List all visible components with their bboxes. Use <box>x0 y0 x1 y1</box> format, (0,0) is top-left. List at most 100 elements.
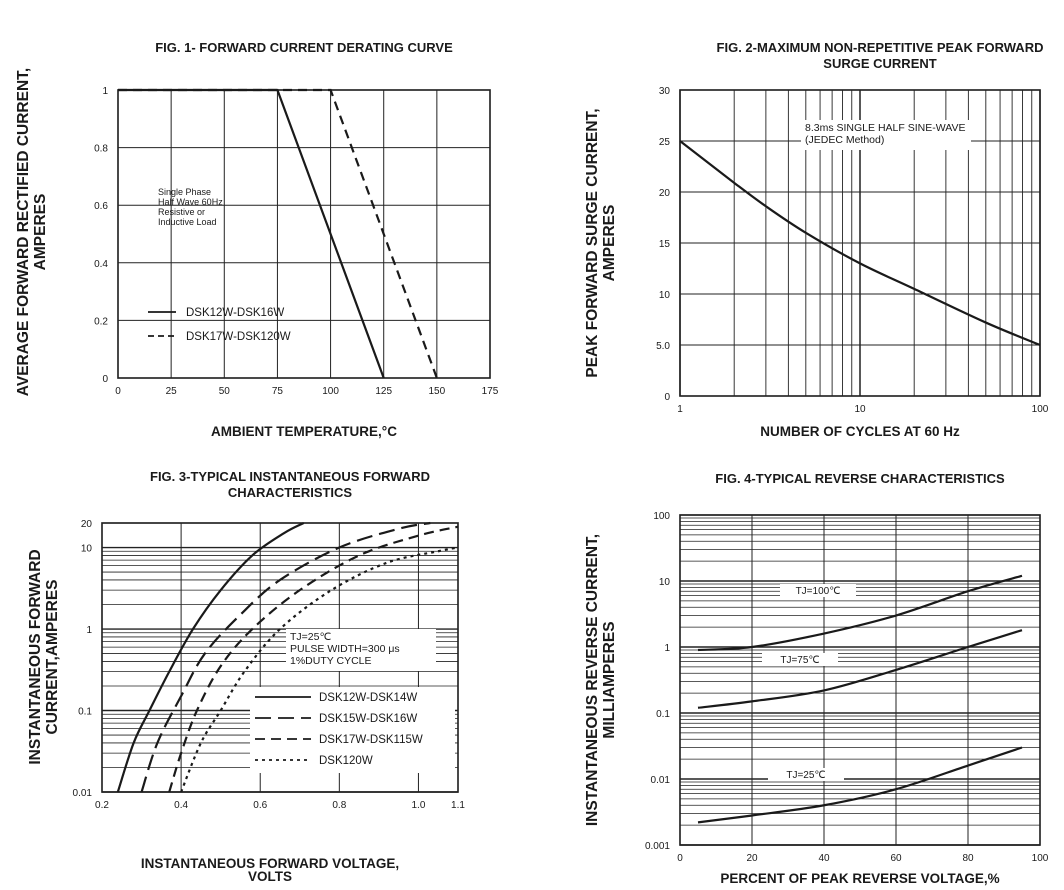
x-tick-label: 0.6 <box>253 800 267 811</box>
y-tick-label: 5.0 <box>656 341 670 352</box>
x-tick-label: 100 <box>322 386 339 397</box>
legend-bg <box>250 687 455 773</box>
y-tick-label: 20 <box>81 519 93 530</box>
x-tick-label: 0.4 <box>174 800 188 811</box>
x-axis-label: PERCENT OF PEAK REVERSE VOLTAGE,% <box>720 871 999 886</box>
x-tick-label: 0 <box>677 853 683 864</box>
y-tick-label: 0.6 <box>94 201 108 212</box>
figure-4: 0 20 40 60 80 100 0.001 0.01 0.1 1 10 100 FIG. 4-TYP… <box>584 471 1049 886</box>
series-line-tj=75℃ <box>697 629 1023 709</box>
y-tick-label: 15 <box>659 239 671 250</box>
y-axis-label: CURRENT,AMPERES <box>44 579 61 734</box>
curve-label: TJ=25℃ <box>786 770 825 781</box>
annotation-text: Single Phase <box>158 187 211 197</box>
y-tick-label: 20 <box>659 188 671 199</box>
annotation-text: TJ=25℃ <box>290 631 331 643</box>
series-line-dsk12w-dsk14w <box>116 522 305 793</box>
y-tick-label: 0.2 <box>94 316 108 327</box>
y-tick-label: 30 <box>659 86 671 97</box>
series-line-dsk17w-dsk120w <box>118 88 438 379</box>
chart-title: FIG. 1- FORWARD CURRENT DERATING CURVE <box>155 40 453 55</box>
y-axis-label: AMPERES <box>601 205 618 282</box>
series-line-dsk15w-dsk16w <box>140 521 431 793</box>
annotation-text: Half Wave 60Hz <box>158 197 223 207</box>
x-tick-label: 0 <box>115 386 121 397</box>
x-tick-label: 40 <box>818 853 830 864</box>
annotation-text: Inductive Load <box>158 217 217 227</box>
x-tick-label: 150 <box>429 386 446 397</box>
x-tick-label: 100 <box>1032 853 1049 864</box>
chart-title: FIG. 3-TYPICAL INSTANTANEOUS FORWARD <box>150 469 430 484</box>
annotation-text: PULSE WIDTH=300 μs <box>290 643 400 655</box>
y-tick-label: 10 <box>81 544 93 555</box>
annotation-text: Resistive or <box>158 207 205 217</box>
curve-label-bg <box>768 768 844 781</box>
y-tick-label: 10 <box>659 577 671 588</box>
plot-frame <box>117 89 491 379</box>
series-line-series-1 <box>679 140 1041 347</box>
x-tick-label: 50 <box>219 386 231 397</box>
y-tick-label: 0.4 <box>94 259 108 270</box>
x-tick-label: 60 <box>890 853 902 864</box>
x-axis-label: VOLTS <box>248 869 292 884</box>
legend-label: DSK120W <box>319 755 373 767</box>
chart-title: SURGE CURRENT <box>823 56 936 71</box>
series-line-tj=100℃ <box>697 574 1023 652</box>
annotation-text: (JEDEC Method) <box>805 134 884 146</box>
y-tick-label: 0.1 <box>78 707 92 718</box>
y-tick-label: 25 <box>659 137 671 148</box>
x-axis-label: INSTANTANEOUS FORWARD VOLTAGE, <box>141 856 399 871</box>
figure-2: 1 10 100 0 5.0 10 15 20 25 30 FIG. 2-MAXIMUM NON-R… <box>584 40 1049 439</box>
x-tick-label: 1 <box>677 404 683 415</box>
x-tick-label: 1.0 <box>411 800 425 811</box>
y-tick-label: 0 <box>664 392 670 403</box>
curve-label: TJ=75℃ <box>780 655 819 666</box>
legend-label: DSK17W-DSK115W <box>319 734 423 746</box>
y-axis-label: MILLIAMPERES <box>601 621 618 738</box>
y-axis-label: PEAK FORWARD SURGE CURRENT, <box>584 108 601 377</box>
y-tick-label: 100 <box>653 511 670 522</box>
x-tick-label: 0.2 <box>95 800 109 811</box>
figure-3: 0.2 0.4 0.6 0.8 1.0 1.1 0.01 0.1 1 10 20 FIG. 3-TYP… <box>27 469 465 884</box>
legend-label: DSK12W-DSK14W <box>319 692 417 704</box>
chart-title: FIG. 2-MAXIMUM NON-REPETITIVE PEAK FORWA… <box>717 40 1044 55</box>
y-tick-label: 0.01 <box>73 788 93 799</box>
series-line-tj=25℃ <box>697 746 1023 824</box>
y-tick-label: 0.01 <box>651 775 671 786</box>
series-line-dsk120w <box>180 546 459 793</box>
legend-label: DSK15W-DSK16W <box>319 713 417 725</box>
y-tick-label: 1 <box>102 86 108 97</box>
x-tick-label: 75 <box>272 386 284 397</box>
x-tick-label: 80 <box>962 853 974 864</box>
x-axis-label: AMBIENT TEMPERATURE,°C <box>211 424 397 439</box>
y-axis-label: AVERAGE FORWARD RECTIFIED CURRENT, <box>15 68 32 396</box>
curve-label: TJ=100℃ <box>796 586 841 597</box>
y-tick-label: 1 <box>86 625 92 636</box>
legend-label: DSK17W-DSK120W <box>186 331 291 343</box>
chart-title: FIG. 4-TYPICAL REVERSE CHARACTERISTICS <box>715 471 1005 486</box>
annotation-text: 8.3ms SINGLE HALF SINE-WAVE <box>805 122 965 134</box>
y-axis-label: INSTANTANEOUS FORWARD <box>27 549 44 764</box>
x-tick-label: 0.8 <box>332 800 346 811</box>
annotation-bg <box>801 120 971 150</box>
series-line-dsk17w-dsk115w <box>168 525 459 793</box>
x-tick-label: 175 <box>482 386 499 397</box>
x-tick-label: 1.1 <box>451 800 465 811</box>
y-tick-label: 10 <box>659 290 671 301</box>
y-tick-label: 0.001 <box>645 841 670 852</box>
y-tick-label: 0 <box>102 374 108 385</box>
y-tick-label: 1 <box>664 643 670 654</box>
x-tick-label: 100 <box>1032 404 1049 415</box>
curve-label-bg <box>762 653 838 666</box>
y-axis-label: AMPERES <box>32 194 49 271</box>
x-tick-label: 20 <box>746 853 758 864</box>
curve-label-bg <box>780 584 856 597</box>
x-axis-label: NUMBER OF CYCLES AT 60 Hz <box>760 424 960 439</box>
x-tick-label: 10 <box>854 404 866 415</box>
legend-label: DSK12W-DSK16W <box>186 307 284 319</box>
x-tick-label: 125 <box>375 386 392 397</box>
y-tick-label: 0.8 <box>94 144 108 155</box>
annotation-bg <box>286 629 436 671</box>
x-tick-label: 25 <box>166 386 178 397</box>
